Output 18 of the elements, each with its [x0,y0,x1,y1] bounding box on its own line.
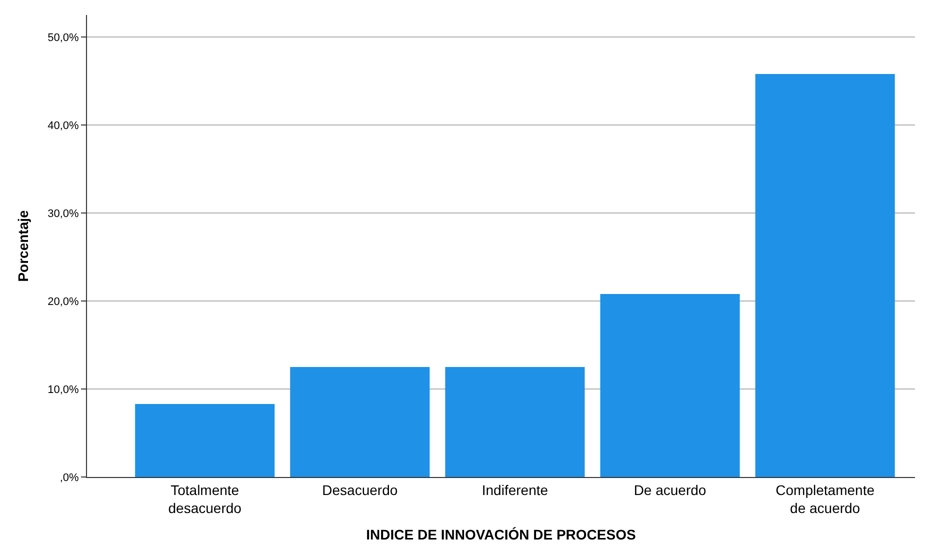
x-tick-label: Indiferente [482,482,548,498]
y-tick-label: 20,0% [48,296,80,308]
y-tick-label: ,0% [60,472,80,484]
x-tick-label: Completamente de acuerdo [776,482,875,516]
y-tick-label: 40,0% [48,120,80,132]
bar [755,74,895,477]
x-axis-title: INDICE DE INNOVACIÓN DE PROCESOS [366,526,636,542]
bar [445,367,585,477]
bar [135,404,275,477]
y-tick-label: 30,0% [48,208,80,220]
bar [600,294,740,477]
x-tick-label: Totalmente desacuerdo [168,482,242,516]
bar [290,367,430,477]
y-axis-title: Porcentaje [15,210,32,282]
x-tick-label: Desacuerdo [322,482,398,498]
y-tick-label: 50,0% [48,32,80,44]
y-tick-label: 10,0% [48,384,80,396]
x-tick-label: De acuerdo [634,482,706,498]
